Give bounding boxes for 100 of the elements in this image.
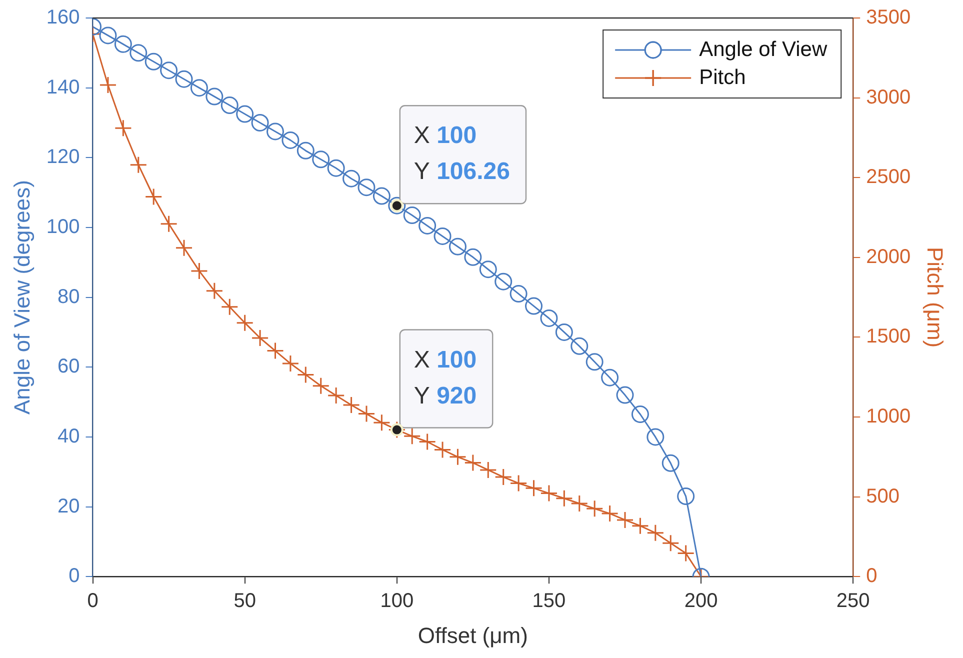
point	[418, 432, 436, 450]
point	[494, 468, 512, 486]
point	[464, 248, 482, 266]
point	[677, 544, 695, 562]
x-tick-label: 50	[234, 590, 256, 612]
legend-label: Angle of View	[699, 38, 828, 61]
y-tick-label: 140	[46, 76, 80, 98]
x-tick-label: 200	[684, 590, 718, 612]
point	[586, 500, 604, 518]
point	[525, 479, 543, 497]
point	[388, 196, 406, 214]
point	[175, 70, 193, 88]
point	[601, 504, 619, 522]
point	[510, 474, 528, 492]
point	[479, 461, 497, 479]
y2-tick-label: 1000	[866, 406, 911, 428]
point	[403, 206, 421, 224]
point	[160, 62, 178, 80]
y2-tick-label: 500	[866, 485, 900, 508]
point	[251, 114, 269, 132]
point	[144, 52, 162, 70]
y-tick-label: 40	[58, 425, 80, 448]
y-tick-label: 60	[58, 356, 80, 378]
point	[434, 440, 452, 458]
x-tick-label: 150	[532, 590, 566, 612]
annotation: X 100 Y 920	[414, 346, 477, 410]
point	[144, 188, 162, 206]
point	[631, 517, 649, 535]
point	[662, 534, 680, 552]
point	[616, 511, 634, 529]
point	[99, 26, 117, 44]
point	[540, 484, 558, 502]
point	[206, 282, 224, 300]
point	[327, 386, 345, 404]
y-tick-label: 100	[46, 216, 80, 238]
point	[388, 421, 406, 439]
y-tick-label: 120	[46, 146, 80, 168]
annotation: X 100 Y 106.26	[414, 122, 510, 186]
point	[540, 310, 558, 327]
x-axis-title: Offset (μm)	[418, 622, 528, 648]
point	[372, 414, 390, 432]
point	[282, 354, 300, 372]
y2-tick-label: 3000	[866, 86, 911, 108]
point	[190, 79, 208, 97]
point	[130, 156, 148, 174]
point	[342, 170, 360, 188]
y2-tick-label: 0	[866, 565, 878, 588]
point	[251, 329, 269, 347]
point	[586, 353, 604, 371]
point	[358, 405, 376, 423]
point	[358, 178, 376, 196]
y2-axis-title: Pitch (μm)	[922, 246, 948, 348]
point	[555, 323, 573, 341]
point	[342, 396, 360, 414]
point	[160, 215, 178, 233]
point	[555, 490, 573, 508]
point	[327, 159, 345, 177]
point	[175, 239, 193, 257]
point	[114, 119, 132, 137]
point	[236, 105, 254, 123]
point	[479, 260, 497, 278]
point	[510, 285, 528, 303]
point	[418, 216, 436, 234]
point	[464, 454, 482, 472]
point	[296, 366, 314, 384]
point	[646, 428, 664, 446]
point	[525, 297, 543, 315]
point	[570, 494, 588, 512]
point	[601, 368, 619, 386]
point	[646, 524, 664, 542]
point	[448, 448, 466, 466]
y2-tick-label: 2000	[866, 246, 911, 268]
point	[206, 88, 224, 106]
point	[631, 406, 649, 424]
point	[312, 377, 330, 395]
y2-tick-label: 2500	[866, 166, 911, 188]
point	[114, 35, 132, 53]
point	[220, 96, 238, 114]
x-tick-label: 0	[87, 590, 98, 612]
y2-tick-label: 1500	[866, 326, 911, 348]
point	[296, 142, 314, 160]
point	[403, 427, 421, 445]
point	[312, 150, 330, 168]
x-tick-label: 100	[380, 590, 414, 612]
point	[448, 238, 466, 256]
point	[236, 314, 254, 332]
point	[266, 342, 284, 360]
x-tick-label: 250	[836, 590, 870, 612]
point	[662, 454, 680, 472]
point	[494, 272, 512, 290]
point	[190, 262, 208, 280]
y-axis-title: Angle of View (degrees)	[9, 180, 34, 415]
point	[266, 122, 284, 140]
point	[616, 386, 634, 404]
point	[570, 337, 588, 355]
point	[434, 227, 452, 245]
point	[99, 76, 117, 94]
y-tick-label: 0	[68, 565, 80, 588]
point	[130, 44, 148, 62]
point	[282, 131, 300, 149]
